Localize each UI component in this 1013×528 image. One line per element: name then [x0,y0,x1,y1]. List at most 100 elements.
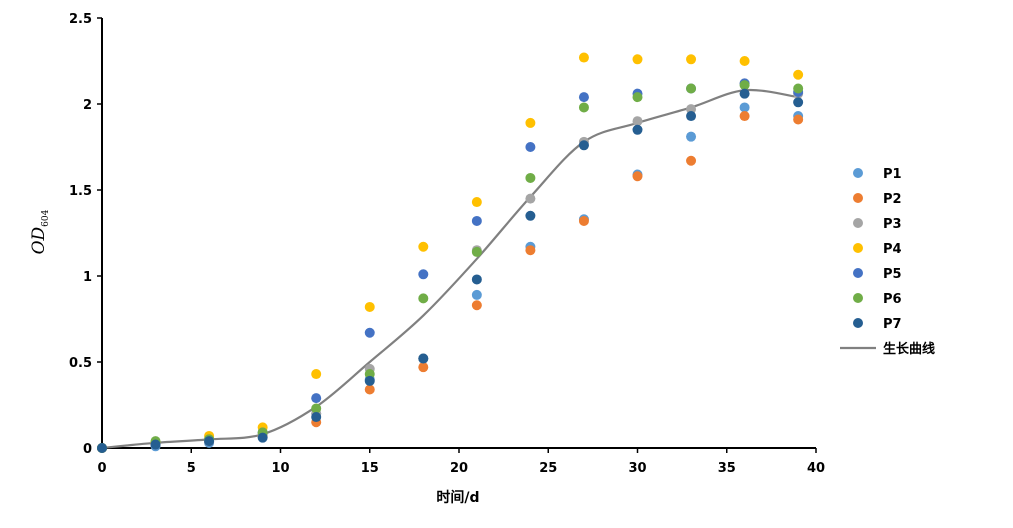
series-p6 [97,80,804,453]
x-tick-label: 40 [807,461,825,476]
legend-label: P1 [883,167,902,182]
data-point-p7 [578,140,589,151]
legend-marker [853,168,863,178]
series-p5 [97,78,804,453]
axes-layer: 0 5 10 15 20 25 30 35 40 0 0.5 1 1.5 2 2.5 [69,12,825,476]
data-point-p7 [471,274,482,285]
legend: P1 P2 P3 P4 P5 P6 P7 生长曲线 [840,167,935,357]
x-tick-label: 25 [539,461,557,476]
data-point-p2 [525,245,536,256]
data-point-p5 [525,142,536,152]
series-p3 [97,78,804,453]
data-point-p7 [418,353,429,364]
legend-label: P2 [883,192,902,207]
legend-label: P5 [883,267,902,282]
data-point-p6 [686,83,697,94]
legend-label: P4 [883,242,902,257]
series-p2 [97,111,804,453]
data-point-p5 [364,327,375,338]
y-tick-label: 1 [83,270,92,285]
data-point-p5 [578,92,589,103]
data-point-p6 [739,80,750,91]
data-point-p6 [793,83,804,94]
data-point-p2 [793,114,804,125]
data-point-p7 [793,97,804,108]
data-point-p6 [578,102,589,113]
data-point-p7 [204,436,215,447]
x-tick-label: 5 [187,461,196,476]
data-point-p7 [632,124,643,135]
data-point-p4 [525,117,536,128]
data-point-p2 [632,171,643,182]
data-point-p7 [525,210,536,221]
y-tick-label: 0.5 [69,356,92,371]
legend-marker [853,243,863,253]
legend-item-p7: P7 [853,317,902,332]
legend-item-p1: P1 [853,167,902,182]
legend-item-curve: 生长曲线 [840,341,935,357]
legend-item-p5: P5 [853,267,902,282]
y-axis-title: OD604 [29,209,51,254]
data-point-p6 [364,369,375,380]
data-point-p7 [739,88,750,99]
svg-text:OD604: OD604 [29,209,51,254]
data-point-p4 [418,241,429,252]
data-point-p6 [525,172,536,183]
data-point-p2 [739,111,750,122]
legend-item-p6: P6 [853,292,902,307]
legend-marker [853,318,863,328]
data-point-p5 [418,269,429,280]
data-point-p4 [793,69,804,80]
data-point-p4 [311,369,322,380]
y-tick-label: 2 [83,98,92,113]
x-axis-title: 时间/d [436,489,479,506]
data-point-p7 [364,375,375,386]
y-axis-title-main: OD [29,226,49,254]
data-point-p7 [97,443,107,453]
growth-curve-line [101,88,799,450]
y-tick-label: 2.5 [69,12,92,27]
x-tick-label: 20 [450,461,468,476]
data-point-p4 [364,301,375,312]
legend-label: P7 [883,317,902,332]
series-p1 [97,102,804,453]
legend-label: P3 [883,217,902,232]
data-point-p4 [686,54,697,65]
legend-item-p4: P4 [853,242,902,257]
data-point-p5 [471,215,482,226]
legend-label: P6 [883,292,902,307]
data-point-p3 [686,104,697,115]
curve-layer [101,88,799,450]
data-point-p1 [739,102,750,113]
legend-item-p2: P2 [853,192,902,207]
data-point-p7 [150,439,161,450]
x-tick-label: 10 [271,461,289,476]
data-point-p7 [686,111,697,122]
data-point-p2 [686,155,697,166]
y-tick-label: 1.5 [69,184,92,199]
legend-marker [853,218,863,228]
data-point-p6 [418,293,429,304]
points-layer [97,52,804,453]
y-tick-label: 0 [83,442,92,457]
data-point-p4 [578,52,589,63]
legend-item-p3: P3 [853,217,902,232]
y-axis-title-subscript: 604 [41,209,51,226]
data-point-p6 [471,246,482,257]
x-tick-label: 15 [361,461,379,476]
series-p4 [97,52,804,453]
x-tick-label: 35 [718,461,736,476]
data-point-p7 [257,432,268,443]
data-point-p4 [632,54,643,65]
data-point-p4 [471,197,482,208]
x-tick-label: 0 [97,461,106,476]
data-point-p7 [311,412,322,423]
data-point-p4 [739,56,750,66]
legend-label: 生长曲线 [883,341,935,357]
data-point-p2 [471,300,482,311]
legend-marker [853,193,863,203]
data-point-p3 [632,116,643,127]
data-point-p1 [686,131,697,142]
